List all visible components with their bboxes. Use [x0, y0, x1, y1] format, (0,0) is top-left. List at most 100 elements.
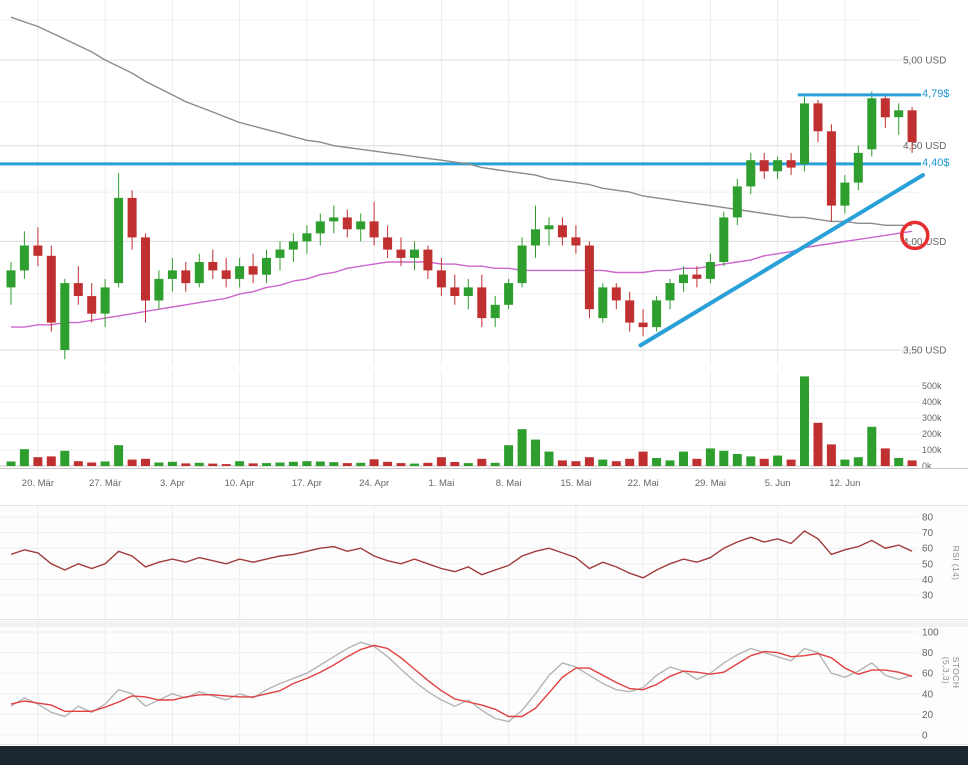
volume-bar[interactable]	[773, 455, 783, 466]
volume-bar[interactable]	[100, 461, 110, 467]
volume-bar[interactable]	[719, 450, 729, 466]
candle[interactable]	[450, 274, 460, 305]
candle[interactable]	[732, 178, 742, 226]
volume-bar[interactable]	[732, 454, 742, 466]
volume-bar[interactable]	[19, 449, 29, 466]
candle[interactable]	[880, 93, 890, 128]
candle[interactable]	[262, 249, 271, 284]
candle[interactable]	[436, 257, 446, 297]
volume-bar[interactable]	[665, 460, 675, 466]
candle[interactable]	[598, 283, 608, 323]
volume-bar[interactable]	[531, 439, 540, 466]
candle[interactable]	[221, 257, 231, 288]
volume-bar[interactable]	[584, 457, 594, 466]
candle[interactable]	[826, 124, 836, 222]
volume-bar[interactable]	[60, 450, 70, 466]
candle[interactable]	[894, 103, 904, 135]
candle[interactable]	[383, 225, 393, 258]
volume-bar[interactable]	[436, 457, 446, 466]
volume-bar[interactable]	[880, 448, 890, 466]
volume-bar[interactable]	[490, 462, 500, 466]
volume-bar[interactable]	[127, 459, 137, 466]
candle[interactable]	[275, 241, 285, 271]
volume-bar[interactable]	[423, 462, 433, 466]
candle[interactable]	[773, 156, 783, 179]
volume-bar[interactable]	[329, 462, 339, 466]
volume-bar[interactable]	[463, 463, 473, 466]
candle[interactable]	[490, 296, 500, 328]
candle[interactable]	[100, 278, 110, 328]
rsi-panel[interactable]: 80 70 60 50 40 30 RSI (14)	[0, 505, 968, 621]
candle[interactable]	[665, 278, 675, 310]
candle[interactable]	[194, 253, 204, 288]
volume-bar[interactable]	[517, 429, 527, 466]
volume-bar[interactable]	[611, 461, 621, 466]
candle[interactable]	[46, 245, 56, 332]
volume-panel[interactable]: 500k 400k 300k 200k 100k 0k	[0, 370, 968, 468]
candle[interactable]	[840, 175, 850, 214]
volume-bar[interactable]	[410, 463, 419, 466]
volume-bar[interactable]	[181, 463, 191, 466]
volume-bar[interactable]	[221, 464, 231, 466]
candle[interactable]	[584, 241, 594, 319]
candle[interactable]	[315, 213, 325, 246]
volume-bar[interactable]	[759, 458, 769, 466]
volume-bar[interactable]	[235, 461, 245, 466]
volume-bar[interactable]	[638, 451, 648, 466]
candle[interactable]	[6, 262, 16, 305]
volume-bar[interactable]	[867, 426, 877, 466]
candle[interactable]	[477, 274, 487, 328]
volume-bar[interactable]	[813, 422, 823, 466]
volume-bar[interactable]	[342, 463, 352, 466]
volume-bar[interactable]	[275, 462, 285, 467]
volume-bar[interactable]	[450, 462, 460, 466]
stoch-panel[interactable]: 100 80 60 40 20 0 STOCH (5,3,3)	[0, 627, 968, 745]
volume-bar[interactable]	[705, 448, 715, 466]
candle[interactable]	[800, 96, 809, 172]
volume-bar[interactable]	[288, 461, 298, 466]
volume-bar[interactable]	[598, 459, 608, 466]
ascending-trendline[interactable]	[638, 173, 925, 348]
candle[interactable]	[19, 231, 29, 279]
volume-bar[interactable]	[33, 457, 43, 466]
volume-bar[interactable]	[907, 460, 917, 466]
candle[interactable]	[127, 190, 137, 250]
volume-bar[interactable]	[154, 462, 164, 467]
candle[interactable]	[181, 262, 191, 292]
volume-bar[interactable]	[894, 458, 904, 466]
candle[interactable]	[288, 233, 298, 262]
volume-bar[interactable]	[46, 456, 56, 466]
candle[interactable]	[638, 309, 648, 337]
candle[interactable]	[60, 278, 70, 360]
candle[interactable]	[544, 217, 554, 246]
candle[interactable]	[235, 257, 245, 288]
candle[interactable]	[410, 241, 419, 271]
volume-bar[interactable]	[167, 461, 177, 466]
volume-bar[interactable]	[571, 461, 581, 466]
candle[interactable]	[87, 283, 97, 323]
volume-bar[interactable]	[141, 458, 150, 466]
volume-bar[interactable]	[248, 463, 258, 466]
candle[interactable]	[114, 173, 124, 288]
candle[interactable]	[33, 227, 43, 267]
candle[interactable]	[369, 201, 379, 246]
candle[interactable]	[531, 205, 540, 258]
candle[interactable]	[557, 217, 567, 246]
volume-bar[interactable]	[396, 463, 406, 466]
candle[interactable]	[396, 237, 406, 267]
volume-bar[interactable]	[840, 459, 850, 466]
volume-bar[interactable]	[652, 458, 662, 466]
candle[interactable]	[853, 145, 863, 191]
volume-bar[interactable]	[302, 461, 312, 466]
candle[interactable]	[907, 106, 917, 153]
volume-bar[interactable]	[73, 461, 83, 466]
volume-bar[interactable]	[6, 461, 16, 467]
candle[interactable]	[759, 152, 769, 179]
candle[interactable]	[208, 249, 218, 279]
candle[interactable]	[786, 152, 796, 176]
candle[interactable]	[141, 233, 150, 323]
volume-bar[interactable]	[504, 445, 514, 466]
candle[interactable]	[248, 253, 258, 284]
candle[interactable]	[342, 209, 352, 238]
candle[interactable]	[705, 253, 715, 284]
